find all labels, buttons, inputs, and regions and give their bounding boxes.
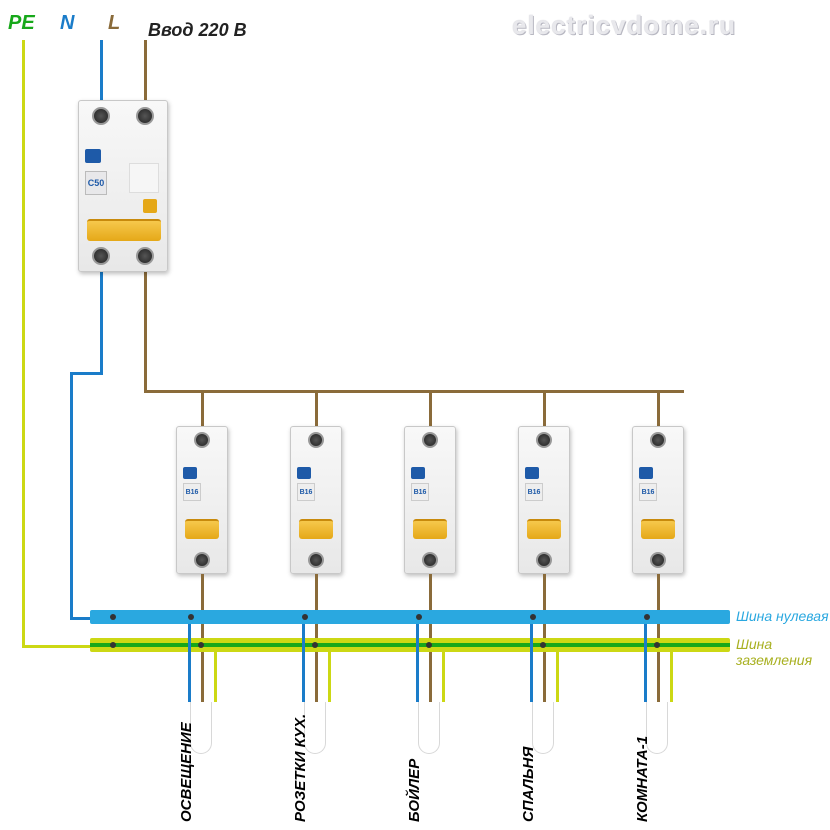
label-n: N (60, 12, 74, 35)
wire-pe-drop-2 (328, 652, 331, 702)
label-pe: PE (8, 12, 35, 35)
wire-n-drop-2 (302, 624, 305, 702)
wire-n-drop-1 (188, 624, 191, 702)
cable-3 (418, 702, 440, 754)
sub-breaker-3-badge (411, 467, 425, 479)
sub-breaker-4-rating: B16 (525, 483, 543, 501)
main-breaker-term-n-in (92, 107, 110, 125)
sub-breaker-4: B16 (518, 426, 570, 574)
sub-breaker-5-badge (639, 467, 653, 479)
wire-l-out-v (144, 272, 147, 392)
main-breaker-test-button (143, 199, 157, 213)
neutral-busbar (90, 610, 730, 624)
watermark: electricvdome.ru (512, 10, 736, 41)
sub-breaker-5-term-out (650, 552, 666, 568)
main-breaker-rating: C50 (85, 171, 107, 195)
wire-n-out-v1 (100, 272, 103, 372)
sub-breaker-5-rating: B16 (639, 483, 657, 501)
sub-breaker-4-term-out (536, 552, 552, 568)
sub-breaker-2-term-in (308, 432, 324, 448)
main-breaker-schematic (129, 163, 159, 193)
wire-pe-drop-1 (214, 652, 217, 702)
cable-3-label: БОЙЛЕР (406, 759, 423, 822)
sub-breaker-3-rating: B16 (411, 483, 429, 501)
wire-l-tap-5 (657, 390, 660, 426)
ground-busbar (90, 638, 730, 652)
wire-pe-drop-4 (556, 652, 559, 702)
wire-pe-to-bus (22, 645, 90, 648)
label-vvod: Ввод 220 В (148, 20, 247, 41)
wire-l-feeder (144, 390, 684, 393)
cable-4-label: СПАЛЬНЯ (520, 747, 537, 822)
sub-breaker-1: B16 (176, 426, 228, 574)
main-breaker-term-l-out (136, 247, 154, 265)
wire-pe-vertical (22, 40, 25, 645)
wire-l-tap-1 (201, 390, 204, 426)
wire-l-in (144, 40, 147, 102)
wire-pe-drop-3 (442, 652, 445, 702)
label-l: L (108, 12, 120, 35)
wire-n-drop-5 (644, 624, 647, 702)
sub-breaker-4-badge (525, 467, 539, 479)
wire-n-drop-4 (530, 624, 533, 702)
wire-n-to-bus (70, 617, 90, 620)
cable-2-label: РОЗЕТКИ КУХ. (292, 714, 309, 822)
wire-n-horiz (70, 372, 103, 375)
wire-l-tap-3 (429, 390, 432, 426)
sub-breaker-1-badge (183, 467, 197, 479)
wire-n-out-v2 (70, 372, 73, 617)
sub-breaker-3-switch (413, 519, 447, 539)
sub-breaker-1-term-out (194, 552, 210, 568)
sub-breaker-2-switch (299, 519, 333, 539)
wire-n-drop-3 (416, 624, 419, 702)
sub-breaker-3-term-out (422, 552, 438, 568)
sub-breaker-4-switch (527, 519, 561, 539)
sub-breaker-2: B16 (290, 426, 342, 574)
sub-breaker-1-term-in (194, 432, 210, 448)
wire-n-in (100, 40, 103, 102)
sub-breaker-2-rating: B16 (297, 483, 315, 501)
wire-l-tap-2 (315, 390, 318, 426)
main-breaker-term-n-out (92, 247, 110, 265)
main-breaker-term-l-in (136, 107, 154, 125)
sub-breaker-1-switch (185, 519, 219, 539)
sub-breaker-5-term-in (650, 432, 666, 448)
ground-busbar-label: Шина заземления (736, 636, 830, 668)
wire-pe-drop-5 (670, 652, 673, 702)
wire-l-tap-4 (543, 390, 546, 426)
wiring-diagram: electricvdome.ru PE N L Ввод 220 В C50 (0, 0, 830, 830)
sub-breaker-5-switch (641, 519, 675, 539)
main-breaker: C50 (78, 100, 168, 272)
main-breaker-switch (87, 219, 161, 241)
sub-breaker-2-term-out (308, 552, 324, 568)
main-breaker-brand-badge (85, 149, 101, 163)
sub-breaker-3: B16 (404, 426, 456, 574)
sub-breaker-3-term-in (422, 432, 438, 448)
sub-breaker-5: B16 (632, 426, 684, 574)
neutral-busbar-label: Шина нулевая (736, 608, 829, 624)
sub-breaker-4-term-in (536, 432, 552, 448)
sub-breaker-1-rating: B16 (183, 483, 201, 501)
cable-5-label: КОМНАТА-1 (634, 736, 651, 822)
cable-1-label: ОСВЕЩЕНИЕ (178, 722, 195, 822)
sub-breaker-2-badge (297, 467, 311, 479)
